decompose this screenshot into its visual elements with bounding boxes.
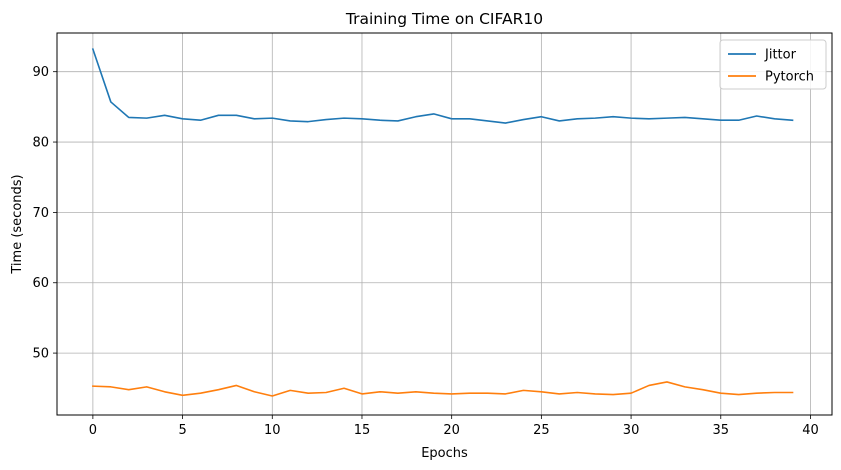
x-tick-label: 40 [802, 423, 819, 438]
y-tick-label: 60 [32, 276, 49, 291]
series-line-jittor [91, 48, 794, 124]
x-tick-label: 15 [354, 423, 371, 438]
x-tick-label: 25 [533, 423, 550, 438]
y-tick-label: 90 [32, 65, 49, 80]
legend-label-pytorch: Pytorch [765, 70, 814, 85]
y-tick-label: 70 [32, 206, 49, 221]
legend: Jittor Pytorch [719, 39, 827, 90]
series-group [91, 48, 794, 397]
x-axis-label: Epochs [421, 446, 468, 461]
chart-title: Training Time on CIFAR10 [345, 10, 543, 28]
x-tick-label: 35 [712, 423, 729, 438]
axis-ticks: 0 5 10 15 20 25 30 35 40 50 60 70 80 90 [32, 65, 818, 438]
x-tick-label: 5 [178, 423, 186, 438]
y-tick-label: 80 [32, 136, 49, 151]
plot-frame [56, 32, 833, 416]
x-tick-label: 30 [623, 423, 640, 438]
grid [57, 33, 832, 415]
legend-label-jittor: Jittor [764, 48, 797, 63]
x-tick-label: 0 [89, 423, 97, 438]
y-axis-label: Time (seconds) [10, 174, 25, 274]
series-line-pytorch [92, 381, 794, 397]
y-tick-label: 50 [32, 347, 49, 362]
x-tick-label: 10 [264, 423, 281, 438]
x-tick-label: 20 [443, 423, 460, 438]
